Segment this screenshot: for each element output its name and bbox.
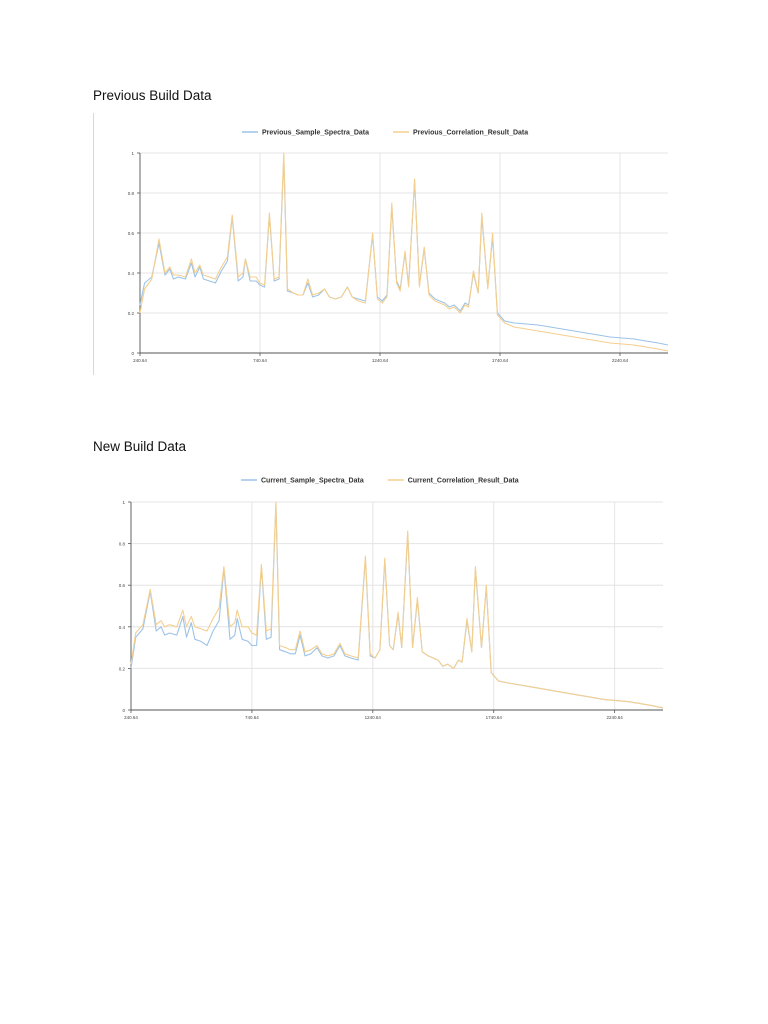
previous-chart-legend-label-1: Previous_Sample_Spectra_Data: [262, 130, 369, 137]
previous-chart-xtick-label: 240.64: [133, 358, 147, 363]
previous-chart-ytick-label: 0: [131, 351, 134, 356]
previous-chart-ytick-label: 0.8: [128, 191, 135, 196]
new-chart-ytick-label: 0.8: [119, 542, 126, 547]
new-chart-series-line-1: [130, 503, 664, 709]
new-chart-legend-label-2: Current_Correlation_Result_Data: [408, 478, 519, 485]
new-chart-ytick-label: 0: [122, 708, 125, 713]
new-chart-ytick-label: 1: [122, 500, 125, 505]
previous-chart-xtick-label: 2240.64: [612, 358, 629, 363]
previous-chart-series-line-2: [139, 152, 669, 352]
new-chart-ytick-label: 0.2: [119, 666, 126, 671]
new-chart-xtick-label: 2240.64: [606, 715, 623, 720]
new-chart-xtick-label: 740.64: [245, 715, 259, 720]
previous-build-chart: 0 0.2 0.4 0.6 0.8 1 240.64 740.64 1240.64 1740.64…: [93, 113, 674, 375]
previous-chart-ytick-label: 0.6: [128, 231, 135, 236]
new-chart-legend-label-1: Current_Sample_Spectra_Data: [261, 478, 364, 485]
new-chart-xtick-label: 1240.64: [365, 715, 382, 720]
new-build-chart: 0 0.2 0.4 0.6 0.8 1 240.64 740.64 1240.64 1740.64…: [113, 468, 669, 720]
new-build-heading: New Build Data: [93, 439, 187, 454]
previous-build-heading: Previous Build Data: [93, 88, 212, 103]
previous-chart-ytick-label: 0.2: [128, 311, 135, 316]
previous-chart-xtick-label: 1740.64: [492, 358, 509, 363]
previous-chart-ytick-label: 0.4: [128, 271, 135, 276]
previous-chart-legend-label-2: Previous_Correlation_Result_Data: [413, 130, 528, 137]
new-chart-ytick-label: 0.4: [119, 625, 126, 630]
new-chart-xtick-label: 240.64: [124, 715, 138, 720]
previous-chart-ytick-label: 1: [131, 151, 134, 156]
previous-chart-xtick-label: 1240.64: [372, 358, 389, 363]
previous-chart-series-line-1: [139, 156, 669, 346]
new-chart-ytick-label: 0.6: [119, 583, 126, 588]
previous-chart-xtick-label: 740.64: [253, 358, 267, 363]
new-chart-xtick-label: 1740.64: [486, 715, 503, 720]
new-chart-series-line-2: [130, 501, 664, 709]
